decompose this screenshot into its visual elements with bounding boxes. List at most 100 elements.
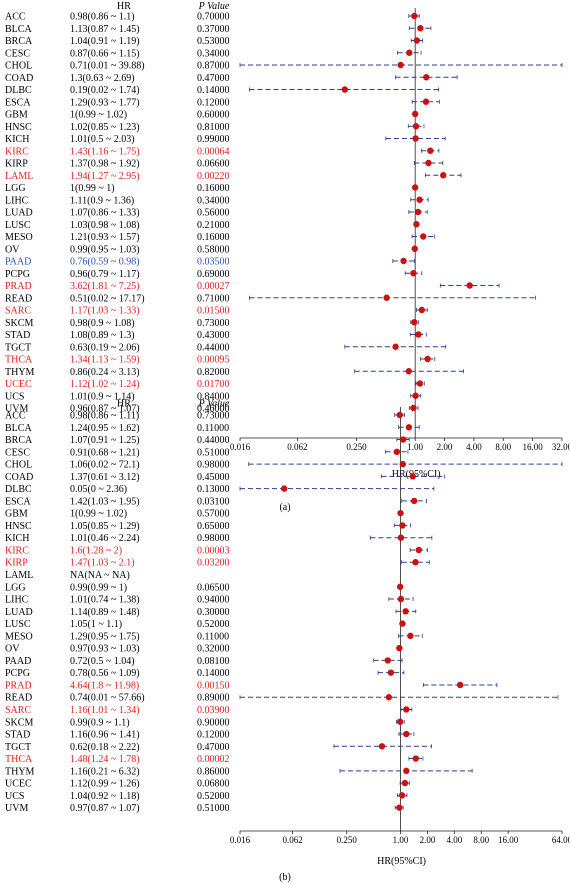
forest-row-ucec: UCEC 1.12(1.02 ~ 1.24) 0.01700 <box>5 379 425 390</box>
x-axis-label: HR(95%CI) <box>377 856 426 867</box>
cancer-label: UCS <box>5 791 24 802</box>
hr-ci-label: 0.05(0 ~ 2.36) <box>70 484 127 495</box>
forest-row-laml: LAML 1.94(1.27 ~ 2.95) 0.00220 <box>5 171 462 182</box>
p-value-label: 0.51000 <box>197 803 230 814</box>
p-value-label: 0.52000 <box>197 791 230 802</box>
hr-point <box>410 497 418 505</box>
hr-ci-label: 1.3(0.63 ~ 2.69) <box>70 73 135 84</box>
hr-point <box>396 644 403 652</box>
p-value-label: 0.47000 <box>197 742 230 753</box>
forest-row-acc: ACC 0.98(0.86 ~ 1.11) 0.73000 <box>5 411 405 422</box>
x-tick-label: 0.016 <box>230 442 251 452</box>
hr-point <box>403 767 410 775</box>
p-value-label: 0.06800 <box>197 779 230 790</box>
cancer-label: GBM <box>5 110 28 121</box>
forest-row-luad: LUAD 1.07(0.86 ~ 1.33) 0.56000 <box>5 208 428 219</box>
hr-ci-label: NA(NA ~ NA) <box>70 570 130 581</box>
forest-row-prad: PRAD 4.64(1.8 ~ 11.98) 0.00150 <box>5 680 498 691</box>
hr-point <box>406 49 413 56</box>
cancer-label: UVM <box>5 404 28 415</box>
forest-row-pcpg: PCPG 0.78(0.56 ~ 1.09) 0.14000 <box>5 668 405 679</box>
cancer-label: KICH <box>5 533 29 544</box>
cancer-label: SARC <box>5 705 31 716</box>
p-value-label: 0.14000 <box>197 85 230 96</box>
x-tick-label: 4.00 <box>446 835 462 845</box>
p-value-label: 0.12000 <box>197 730 230 741</box>
p-value-label: 0.43000 <box>197 330 230 341</box>
hr-point <box>412 755 419 762</box>
p-value-label: 0.98000 <box>197 533 230 544</box>
p-value-label: 0.69000 <box>197 269 230 280</box>
hr-ci-label: 0.98(0.86 ~ 1.1) <box>70 12 135 23</box>
p-value-label: 0.16000 <box>197 183 230 194</box>
hr-point <box>417 25 424 32</box>
hr-point <box>341 86 349 93</box>
hr-point <box>384 657 391 664</box>
forest-row-sarc: SARC 1.16(1.01 ~ 1.34) 0.03900 <box>5 705 413 716</box>
hr-ci-label: 1.14(0.89 ~ 1.48) <box>70 607 140 618</box>
forest-row-lgg: LGG 1(0.99 ~ 1) 0.16000 <box>5 183 419 194</box>
hr-ci-label: 1.03(0.98 ~ 1.08) <box>70 220 140 231</box>
forest-row-ov: OV 0.97(0.93 ~ 1.03) 0.32000 <box>5 644 403 655</box>
forest-row-dlbc: DLBC 0.19(0.02 ~ 1.74) 0.14000 <box>5 85 440 96</box>
cancer-label: PRAD <box>5 281 32 292</box>
cancer-label: GBM <box>5 509 28 520</box>
cancer-label: ACC <box>5 411 26 422</box>
hr-point <box>411 110 419 118</box>
cancer-label: UVM <box>5 803 28 814</box>
hr-ci-label: 1.01(0.5 ~ 2.03) <box>70 134 135 145</box>
hr-point <box>396 411 403 419</box>
forest-row-kich: KICH 1.01(0.46 ~ 2.24) 0.98000 <box>5 533 433 544</box>
cancer-label: CESC <box>5 48 30 59</box>
cancer-label: LUAD <box>5 208 33 219</box>
p-value-label: 0.00150 <box>197 680 230 691</box>
cancer-label: KIRP <box>5 159 28 170</box>
hr-column-header: HR <box>117 399 131 410</box>
hr-ci-label: 1.6(1.28 ~ 2) <box>70 545 122 556</box>
forest-row-hnsc: HNSC 1.02(0.85 ~ 1.23) 0.81000 <box>5 122 425 133</box>
p-value-label: 0.44000 <box>197 342 230 353</box>
hr-point <box>416 196 423 203</box>
p-value-label: 0.01500 <box>197 306 230 317</box>
hr-ci-label: 0.63(0.19 ~ 2.06) <box>70 342 140 353</box>
hr-ci-label: 1.05(0.85 ~ 1.29) <box>70 521 140 532</box>
hr-point <box>456 681 464 689</box>
p-value-label: 0.57000 <box>197 509 230 520</box>
hr-point <box>415 546 422 554</box>
hr-point <box>281 485 288 492</box>
hr-point <box>396 718 404 725</box>
hr-point <box>411 245 418 252</box>
hr-ci-label: 1.94(1.27 ~ 2.95) <box>70 171 140 182</box>
p-value-label: 0.58000 <box>197 244 230 255</box>
cancer-label: PRAD <box>5 680 32 691</box>
p-value-label: 0.11000 <box>197 631 229 642</box>
hr-point <box>398 792 406 799</box>
forest-panel-a: HR P Value ACC 0.98(0.86 ~ 1.1) 0.70000 BLCA 1… <box>5 1 570 513</box>
x-tick-label: 0.062 <box>282 835 302 845</box>
hr-ci-label: 0.91(0.68 ~ 1.21) <box>70 447 140 458</box>
cancer-label: ESCA <box>5 496 31 507</box>
hr-ci-label: 1.06(0.02 ~ 72.1) <box>70 460 140 471</box>
hr-ci-label: 0.96(0.87 ~ 1.07) <box>70 404 140 415</box>
p-value-label: 0.52000 <box>197 619 230 630</box>
cancer-label: UCEC <box>5 779 32 790</box>
forest-row-ov: OV 0.99(0.95 ~ 1.03) 0.58000 <box>5 244 418 255</box>
p-value-label: 0.65000 <box>197 521 230 532</box>
x-tick-label: 8.00 <box>473 835 489 845</box>
hr-point <box>397 61 404 69</box>
p-value-label: 0.06600 <box>197 159 230 170</box>
cancer-label: ACC <box>5 12 26 23</box>
forest-row-esca: ESCA 1.29(0.93 ~ 1.77) 0.12000 <box>5 97 440 108</box>
cancer-label: LUSC <box>5 220 31 231</box>
p-value-label: 0.08100 <box>197 656 230 667</box>
forest-row-kirc: KIRC 1.6(1.28 ~ 2) 0.00003 <box>5 545 428 556</box>
cancer-label: UCEC <box>5 379 32 390</box>
hr-column-header: HR <box>117 1 131 12</box>
forest-row-kirp: KIRP 1.37(0.98 ~ 1.92) 0.06600 <box>5 159 444 170</box>
hr-point <box>413 221 420 228</box>
forest-row-chol: CHOL 0.71(0.01 ~ 39.88) 0.87000 <box>5 61 563 72</box>
cancer-label: COAD <box>5 472 33 483</box>
cancer-label: KIRC <box>5 545 29 556</box>
